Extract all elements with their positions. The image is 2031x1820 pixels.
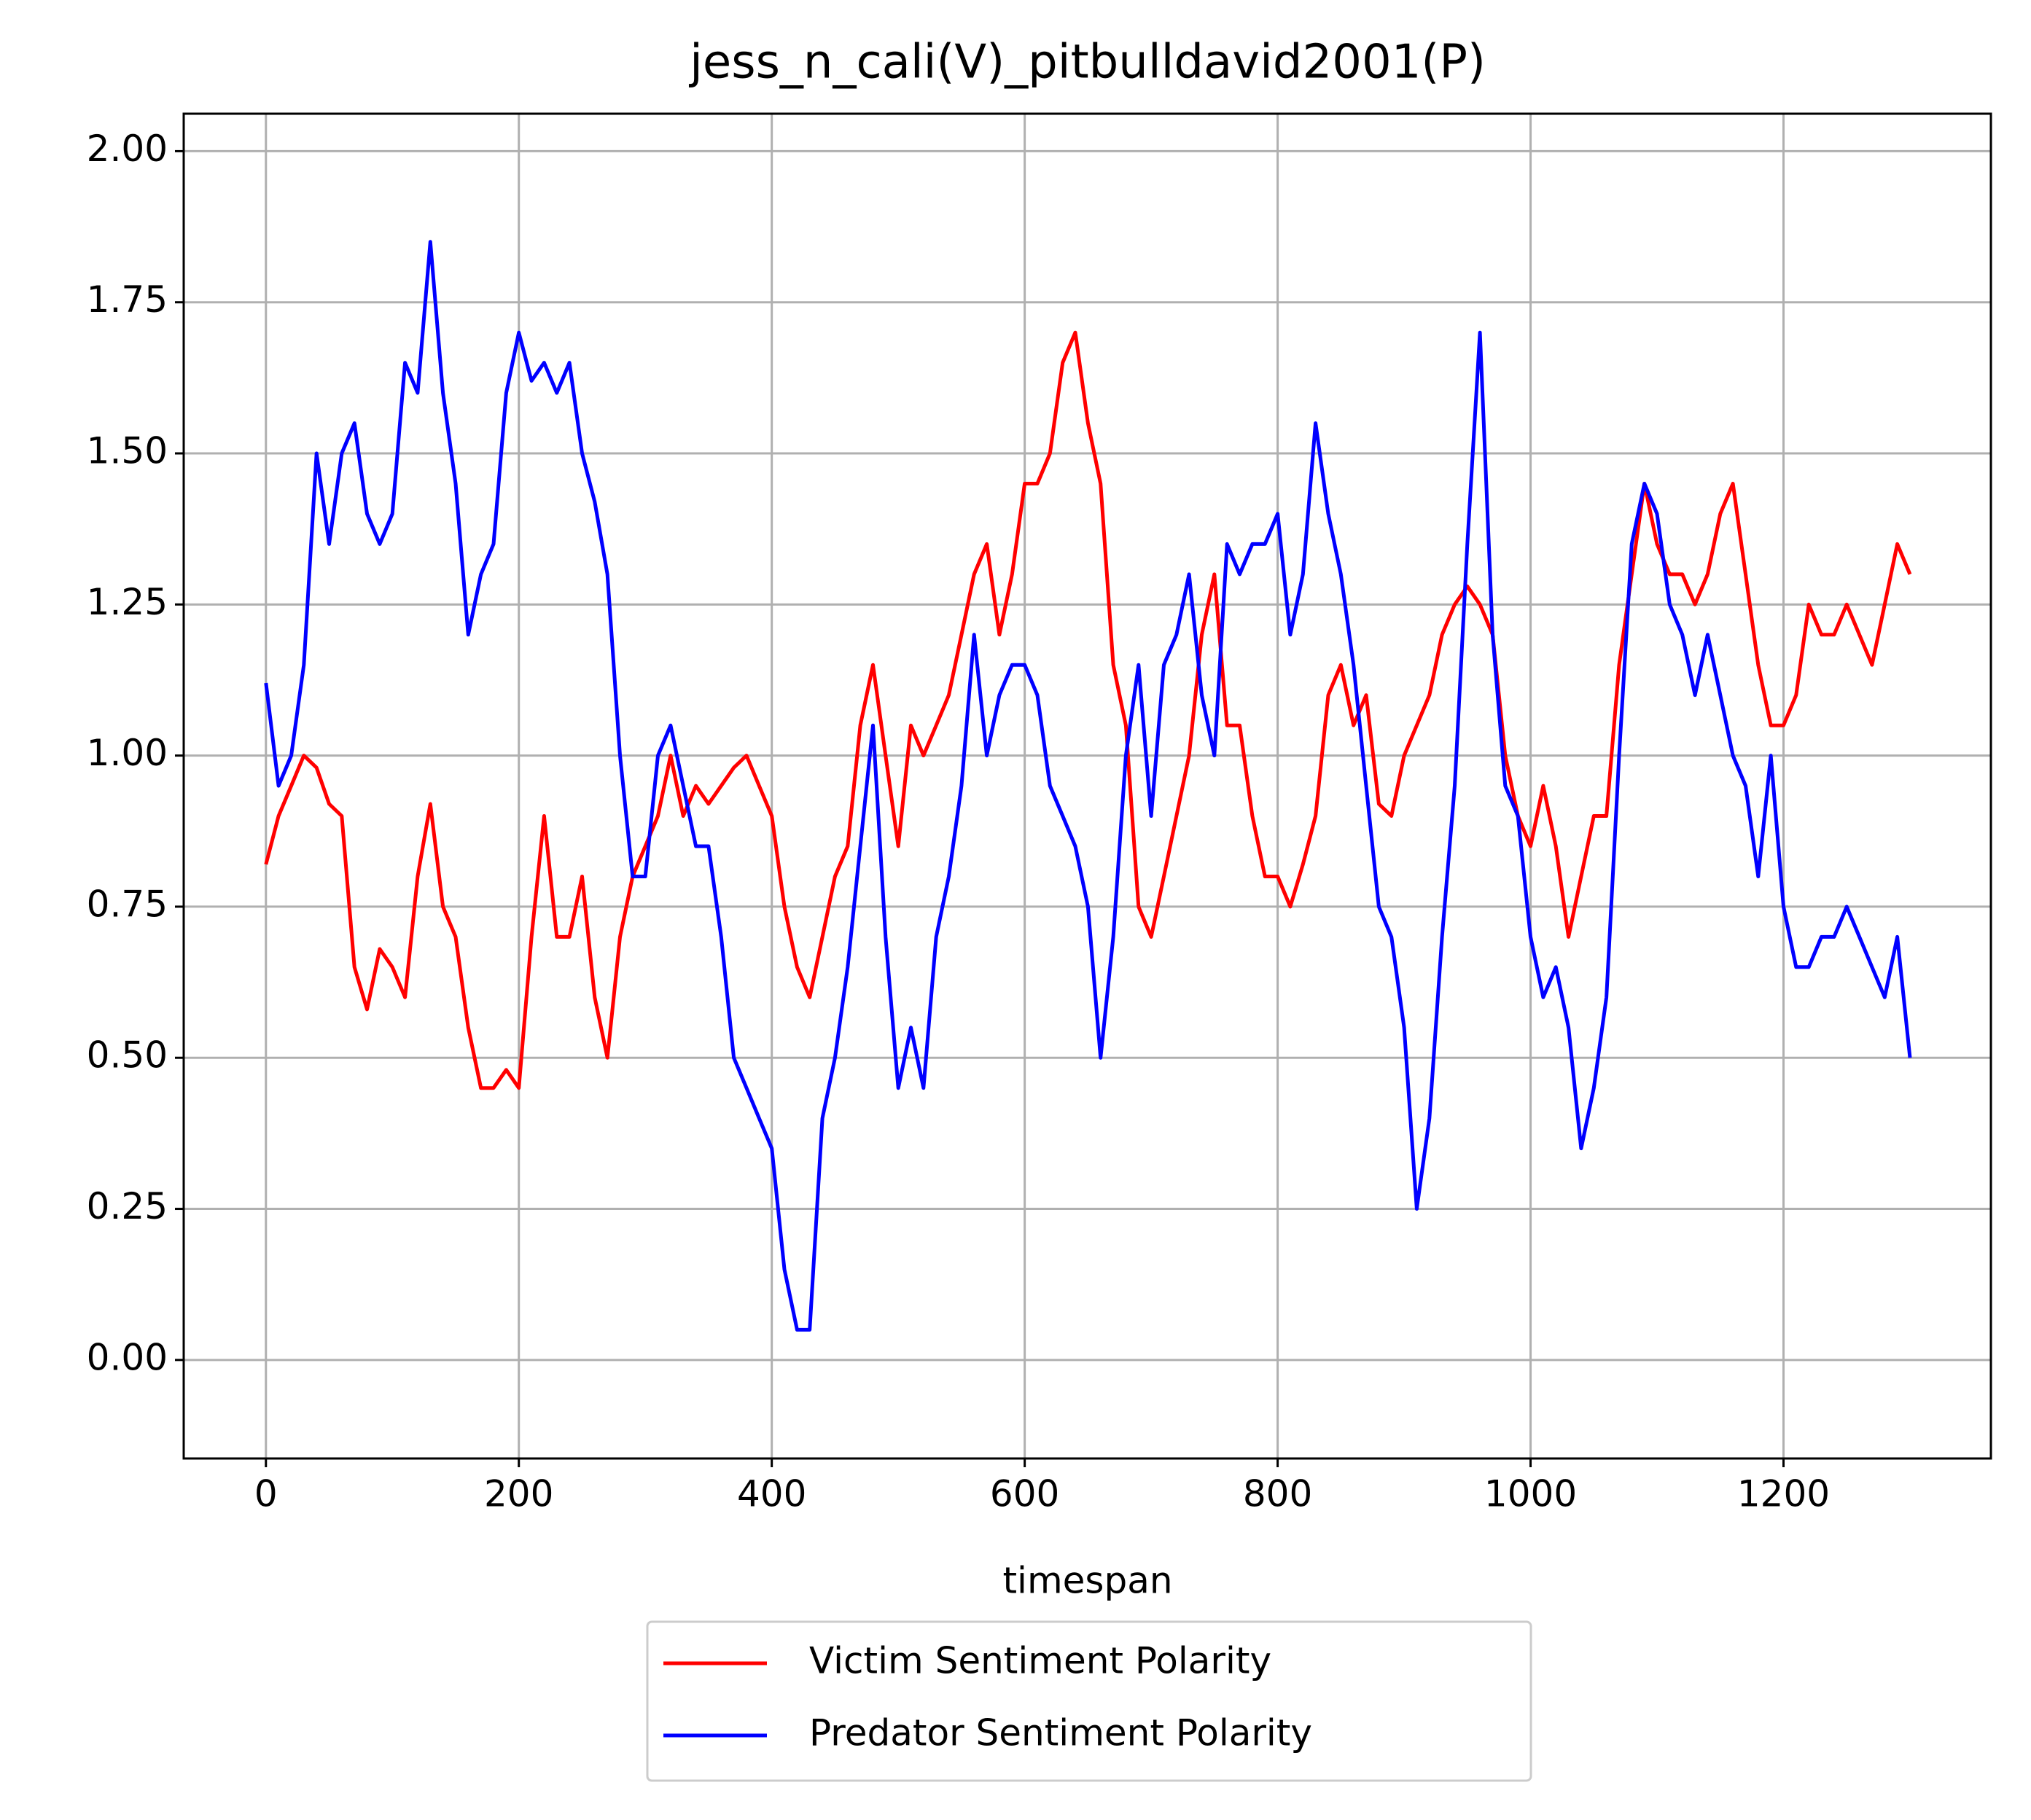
x-axis-label: timespan [1002,1560,1172,1602]
legend-label: Victim Sentiment Polarity [809,1640,1271,1682]
plot-frame [182,112,1992,1460]
y-tick-label: 1.00 [87,732,168,774]
y-tick-label: 1.25 [87,581,168,623]
y-tick-label: 2.00 [87,128,168,170]
series-line [264,330,1912,1090]
y-tick-label: 1.75 [87,278,168,321]
legend-box [646,1620,1532,1782]
x-tick-label: 0 [254,1473,278,1515]
series-line [264,240,1912,1332]
legend-label: Predator Sentiment Polarity [809,1712,1312,1754]
x-tick-label: 1000 [1484,1473,1577,1515]
y-tick-label: 0.75 [87,883,168,925]
chart-title: jess_n_cali(V)_pitbulldavid2001(P) [688,36,1486,90]
y-tick-label: 0.25 [87,1185,168,1227]
y-tick-label: 1.50 [87,430,168,472]
x-tick-label: 200 [484,1473,553,1515]
x-tick-label: 600 [990,1473,1059,1515]
x-tick-label: 1200 [1737,1473,1830,1515]
x-tick-label: 400 [737,1473,806,1515]
x-tick-label: 800 [1243,1473,1312,1515]
y-tick-label: 0.50 [87,1034,168,1077]
y-tick-label: 0.00 [87,1336,168,1378]
